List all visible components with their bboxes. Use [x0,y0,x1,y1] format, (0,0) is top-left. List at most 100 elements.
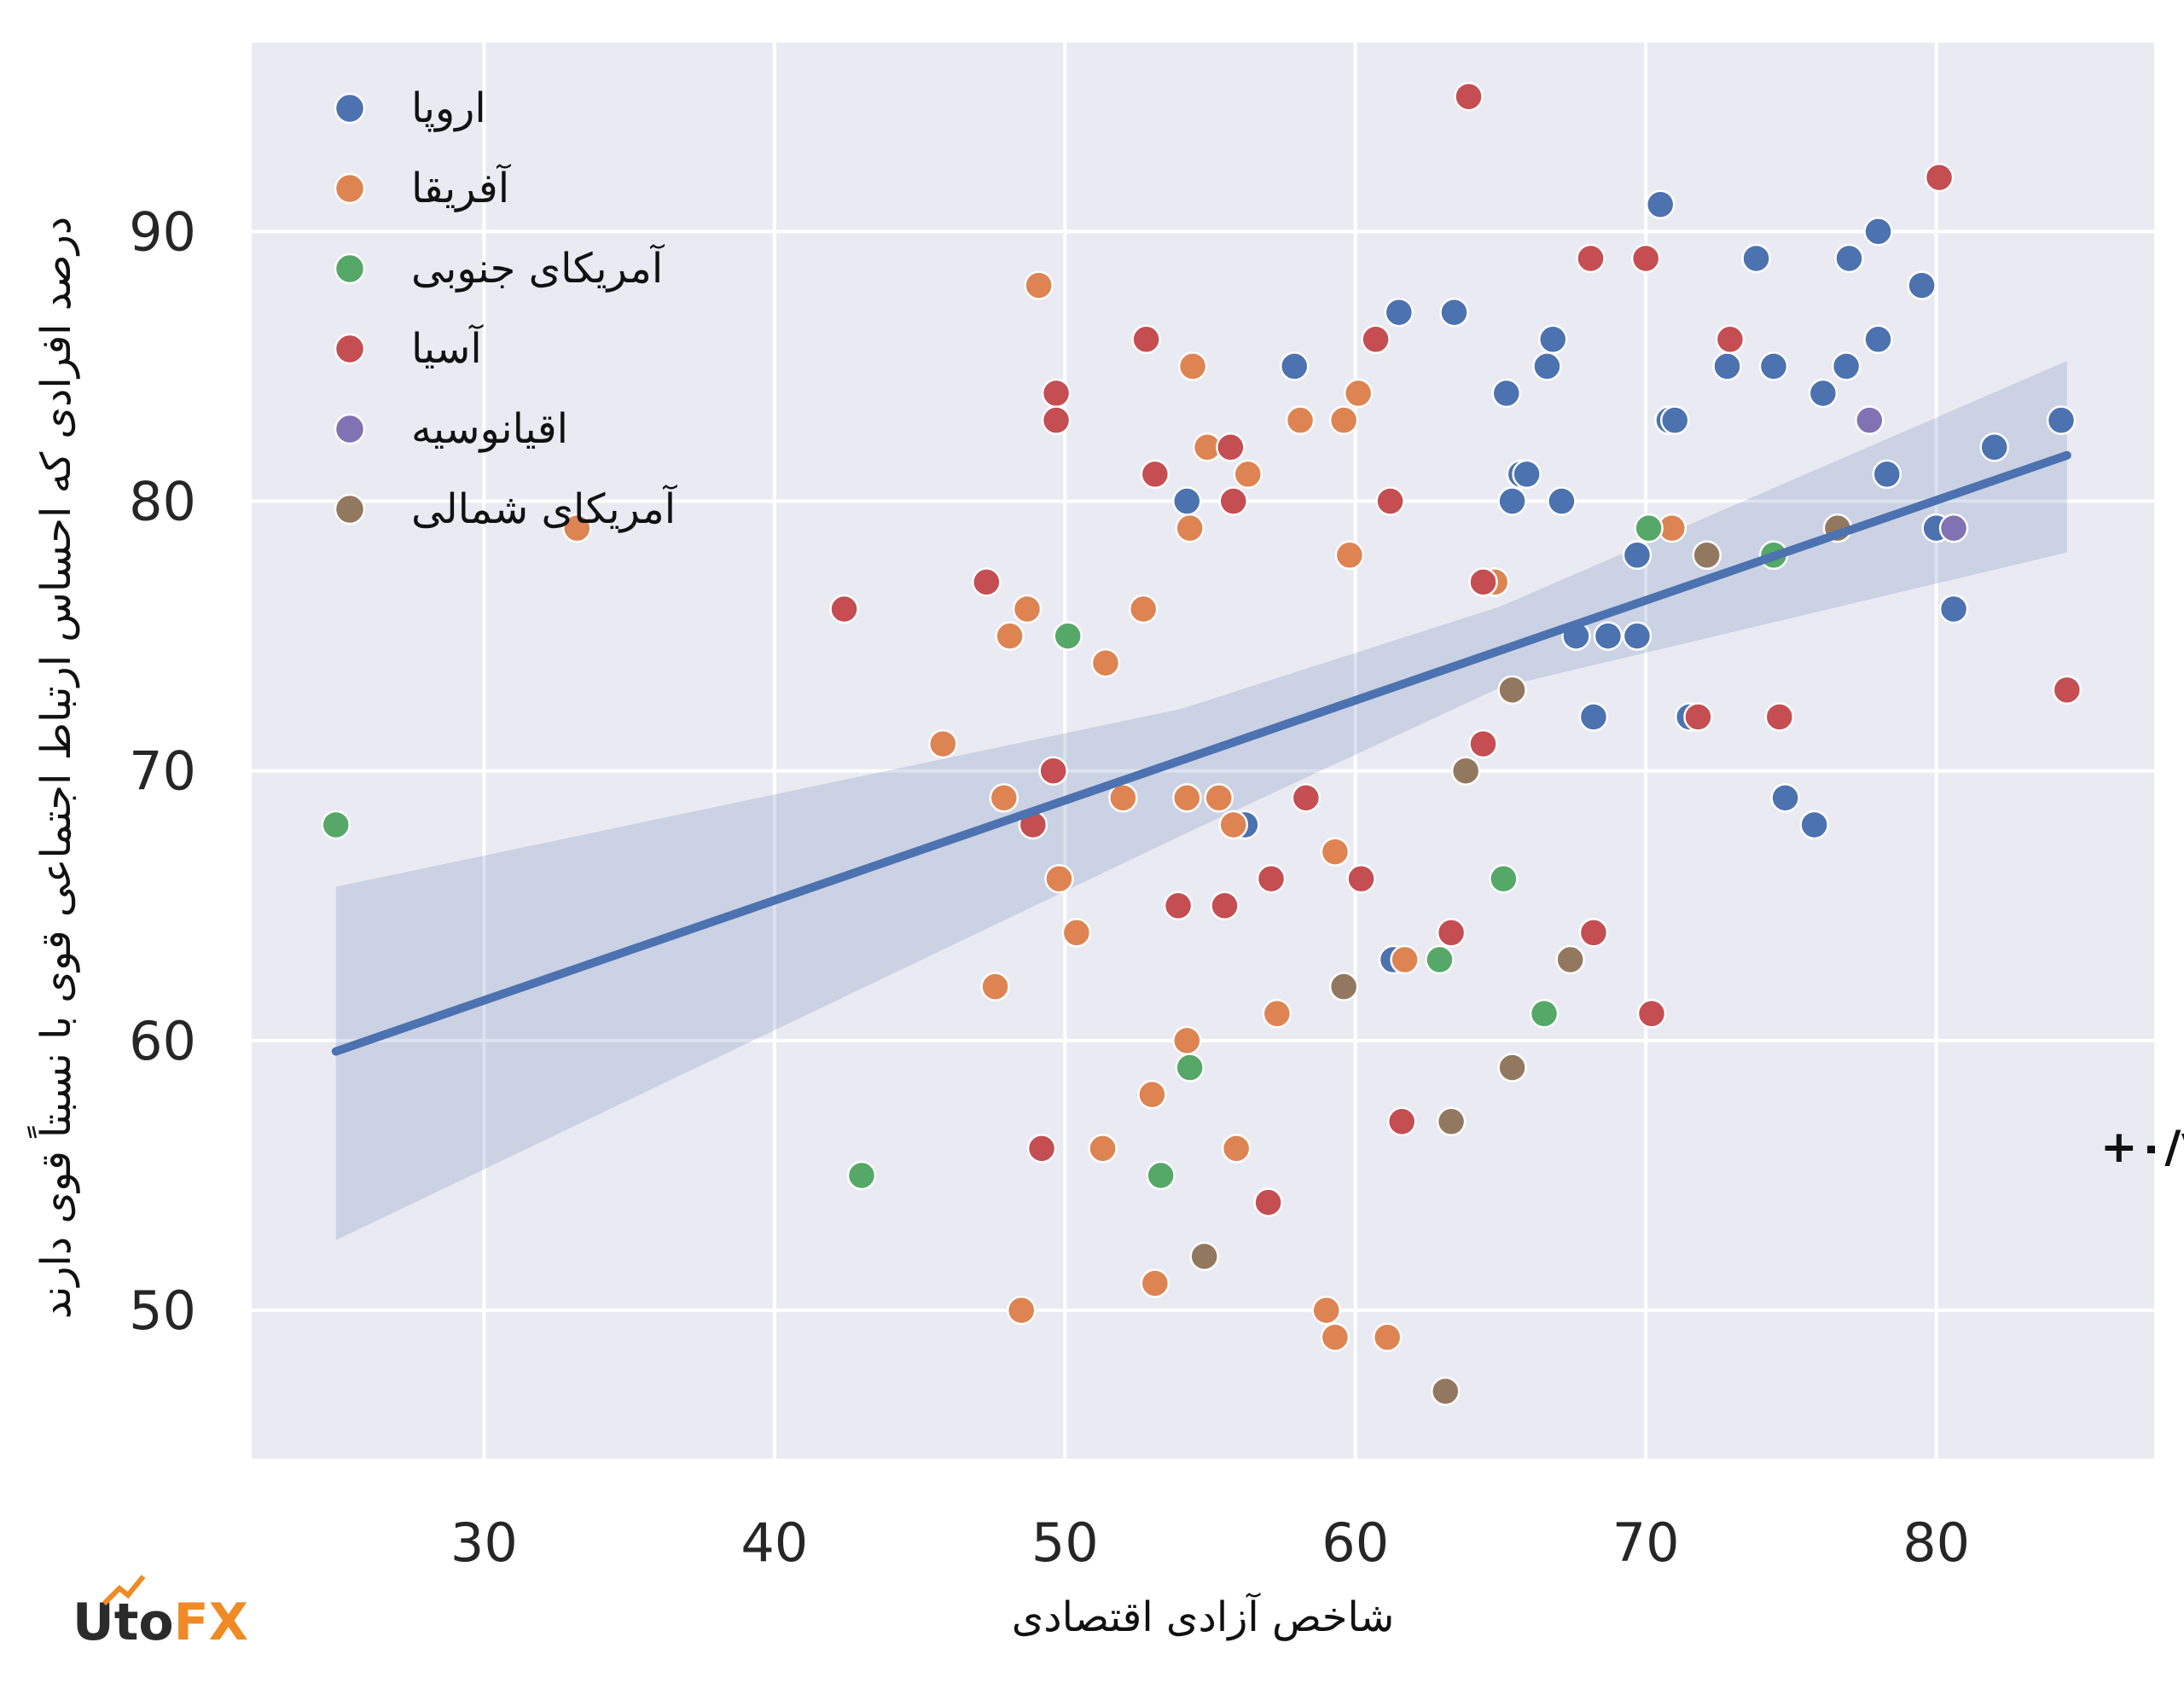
data-point [321,810,351,840]
legend-label: اقیانوسیه [411,405,568,453]
data-point [1210,891,1240,921]
data-point [1131,324,1161,355]
data-point [1636,999,1667,1029]
data-point [1372,1322,1403,1352]
logo-text-main: Uto [73,1593,174,1652]
correlation-annotation: ضریب همبستگی: ۰/۳۶+ [2100,1121,2184,1173]
data-point [1175,1053,1205,1082]
legend-label: آفریقا [411,163,512,212]
y-tick-label: 90 [129,200,196,263]
data-point [1532,351,1562,381]
data-point [1038,756,1068,786]
confidence-band [335,361,2067,1240]
data-point [1529,999,1560,1029]
data-point [1256,863,1287,894]
data-point [995,621,1025,651]
data-point [1343,378,1374,409]
data-point [1221,1134,1252,1164]
data-point [1634,513,1664,543]
x-tick-label: 80 [1902,1512,1970,1574]
data-point [1320,1322,1350,1352]
data-point [1683,702,1713,732]
data-point [1262,999,1292,1029]
data-point [1758,351,1789,381]
data-point [1090,647,1121,678]
data-point [1006,1295,1037,1326]
data-point [1979,432,2009,462]
y-tick-label: 60 [129,1010,196,1072]
data-point [1622,540,1653,571]
data-point [1140,459,1170,490]
data-point [1386,1106,1417,1137]
data-point [2046,405,2077,435]
data-point [1468,567,1498,597]
data-point [1346,863,1376,894]
data-point [1834,243,1864,274]
data-point [1285,405,1316,435]
x-tick-label: 50 [1031,1512,1099,1574]
y-tick-label: 70 [129,740,196,803]
data-point [1172,486,1202,516]
data-point [1320,837,1350,867]
data-point [1253,1187,1283,1217]
data-point [1938,594,1969,624]
data-point [1764,702,1795,732]
y-tick-labels: 50 60 70 80 90 [129,200,196,1342]
data-point [1692,540,1722,571]
data-point [1645,189,1676,219]
data-point [1863,217,1893,247]
data-point [1622,621,1653,651]
logo-text-accent: FX [174,1593,248,1652]
data-point [1436,1106,1467,1137]
data-point [1172,1025,1202,1056]
data-point [2052,675,2082,705]
data-point [1163,891,1194,921]
data-point [1026,1134,1057,1164]
data-point [1872,459,1902,490]
data-point [1137,1079,1167,1110]
data-point [1578,918,1609,948]
data-point [1390,944,1420,975]
data-point [1576,243,1606,274]
logo-arrow-icon [102,1575,146,1606]
data-point [1770,783,1800,813]
data-point [1454,81,1484,112]
data-point [1497,675,1527,705]
data-point [1024,270,1054,300]
data-point [1361,324,1391,355]
data-point [1715,324,1745,355]
data-point [1578,702,1609,732]
data-point [1175,513,1205,543]
data-point [1012,594,1043,624]
data-point [562,513,592,543]
x-tick-label: 40 [741,1512,808,1574]
data-point [1291,783,1321,813]
data-point [1061,918,1092,948]
data-point [1279,351,1310,381]
confidence-band-area [335,361,2067,1240]
data-point [1497,1053,1527,1082]
regression-line-group [331,450,2071,1056]
x-tick-labels: 30 40 50 60 70 80 [450,1512,1970,1574]
data-point [1593,621,1623,651]
data-point [1140,1268,1170,1298]
data-point [1088,1134,1118,1164]
legend-marker [334,172,366,205]
data-point [1863,324,1893,355]
data-point [1177,351,1208,381]
data-point [1108,783,1138,813]
data-point [1425,944,1455,975]
legend: اروپا آفریقا آمریکای جنوبی آسیا اقیانوسیه آمر… [334,84,678,533]
x-tick-label: 70 [1612,1512,1680,1574]
data-point [1328,405,1359,435]
data-point [972,567,1002,597]
data-point [1741,243,1771,274]
data-point [1146,1160,1176,1191]
data-point [1555,944,1585,975]
x-tick-label: 60 [1321,1512,1389,1574]
data-point [1538,324,1568,355]
data-point [1799,810,1829,840]
data-point [1468,728,1498,759]
data-point [1491,378,1522,409]
svg-text:UtoFX: UtoFX [73,1593,248,1652]
